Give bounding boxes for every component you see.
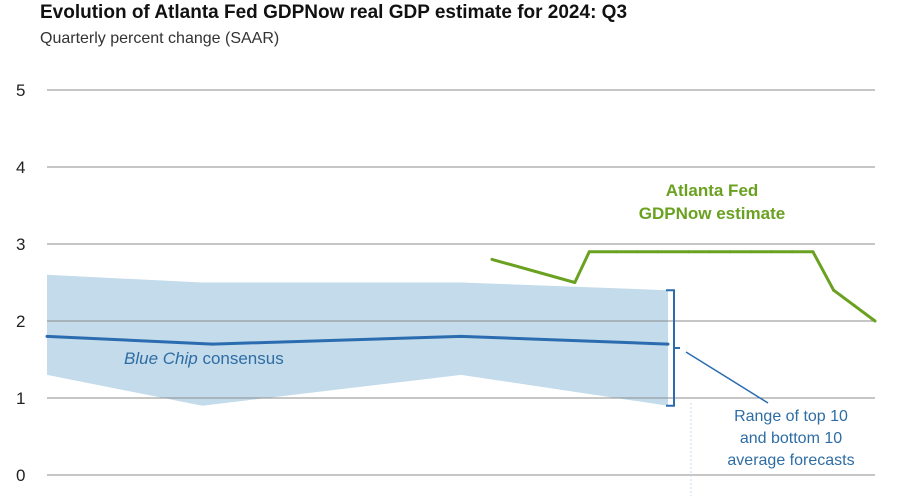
y-tick-label: 4 — [16, 158, 25, 177]
series-1-point — [873, 319, 877, 323]
series-1-point — [770, 250, 773, 254]
series-1-point — [832, 288, 836, 292]
blue-chip-label: Blue Chip consensus — [124, 349, 284, 368]
series-1-point — [811, 250, 815, 254]
series-0-point — [45, 334, 49, 338]
range-bracket — [666, 289, 680, 407]
y-tick-label: 5 — [16, 81, 25, 100]
series-1-point — [707, 250, 711, 254]
series-line-0 — [46, 334, 669, 346]
range-label-line: Range of top 10 — [734, 408, 848, 425]
series-1-point — [852, 304, 856, 308]
series-line-1 — [491, 250, 876, 323]
series-1-point — [790, 250, 794, 254]
gdpnow-label-line2: GDPNow estimate — [639, 204, 785, 223]
series-1-point — [490, 257, 494, 261]
series-1-point — [656, 250, 660, 254]
series-0-point — [211, 342, 215, 346]
series-0-point — [666, 342, 670, 346]
series-1-point — [635, 250, 639, 254]
blue-chip-label-italic: Blue Chip — [124, 349, 198, 368]
series-1-point — [587, 250, 591, 254]
y-tick-label: 0 — [16, 466, 25, 485]
series-1-point — [749, 250, 753, 254]
y-tick-label: 1 — [16, 389, 25, 408]
series-1-point — [573, 281, 577, 284]
chart-title: Evolution of Atlanta Fed GDPNow real GDP… — [40, 2, 628, 23]
range-label-line: average forecasts — [727, 452, 854, 469]
y-tick-label: 2 — [16, 312, 25, 331]
series-1-point — [614, 250, 618, 254]
blue-chip-label-rest: consensus — [198, 349, 284, 368]
gdpnow-label-line1: Atlanta Fed — [666, 181, 759, 200]
series-0-point — [459, 334, 463, 338]
chart-subtitle: Quarterly percent change (SAAR) — [40, 30, 280, 47]
y-tick-label: 3 — [16, 235, 25, 254]
series-1-point — [687, 250, 691, 254]
range-label-line: and bottom 10 — [740, 430, 842, 447]
range-label-pointer — [685, 351, 769, 404]
series-1-point — [728, 250, 732, 254]
